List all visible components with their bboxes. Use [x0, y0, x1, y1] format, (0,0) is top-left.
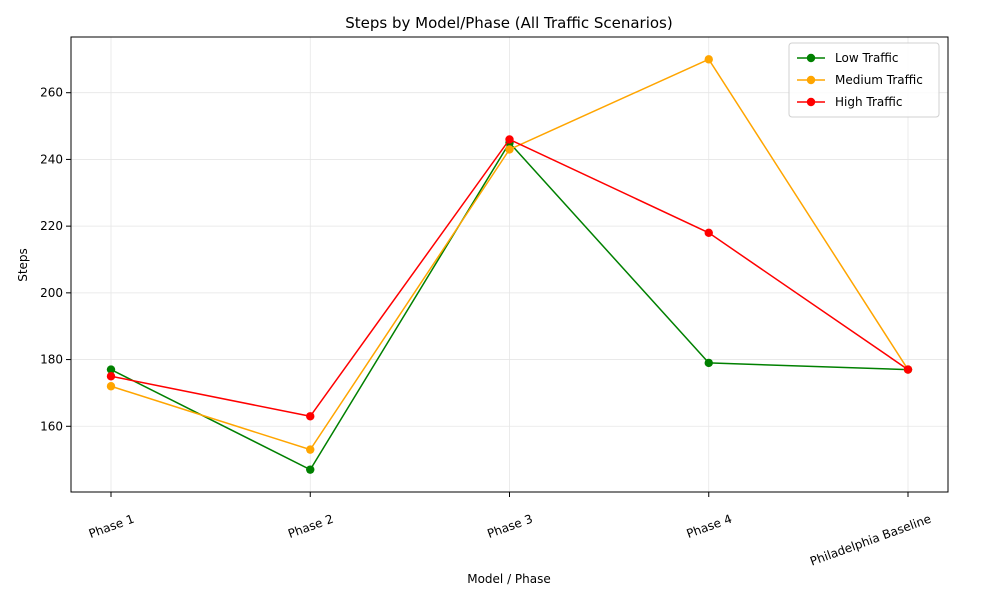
y-tick-label: 160 — [40, 419, 63, 433]
x-axis-label: Model / Phase — [467, 572, 551, 586]
y-axis-label: Steps — [16, 248, 30, 282]
legend-box — [788, 42, 940, 118]
series-layer — [106, 55, 913, 474]
data-point — [505, 145, 514, 154]
legend-entry: Medium Traffic — [835, 73, 923, 87]
legend: Low Traffic Medium Traffic High Traffic — [788, 42, 940, 118]
data-point — [106, 365, 116, 374]
data-point — [306, 445, 315, 454]
y-tick-label: 240 — [40, 152, 63, 166]
data-point — [704, 228, 713, 238]
legend-swatch-marker — [806, 97, 816, 107]
y-tick-label: 260 — [40, 86, 63, 100]
legend-entry: High Traffic — [835, 95, 902, 109]
legend-entry: Low Traffic — [835, 51, 899, 65]
legend-swatch-marker — [806, 53, 816, 63]
data-point — [106, 382, 116, 391]
data-point — [505, 135, 514, 144]
y-tick-label: 180 — [40, 353, 63, 367]
y-tick-label: 220 — [40, 219, 63, 233]
legend-swatch-marker — [806, 75, 816, 85]
data-point — [704, 55, 713, 64]
data-point — [306, 412, 315, 421]
data-point — [903, 365, 913, 374]
data-point — [106, 372, 116, 381]
data-point — [704, 358, 713, 368]
chart-title: Steps by Model/Phase (All Traffic Scenar… — [345, 14, 672, 32]
data-point — [306, 465, 315, 474]
y-tick-label: 200 — [40, 286, 63, 300]
